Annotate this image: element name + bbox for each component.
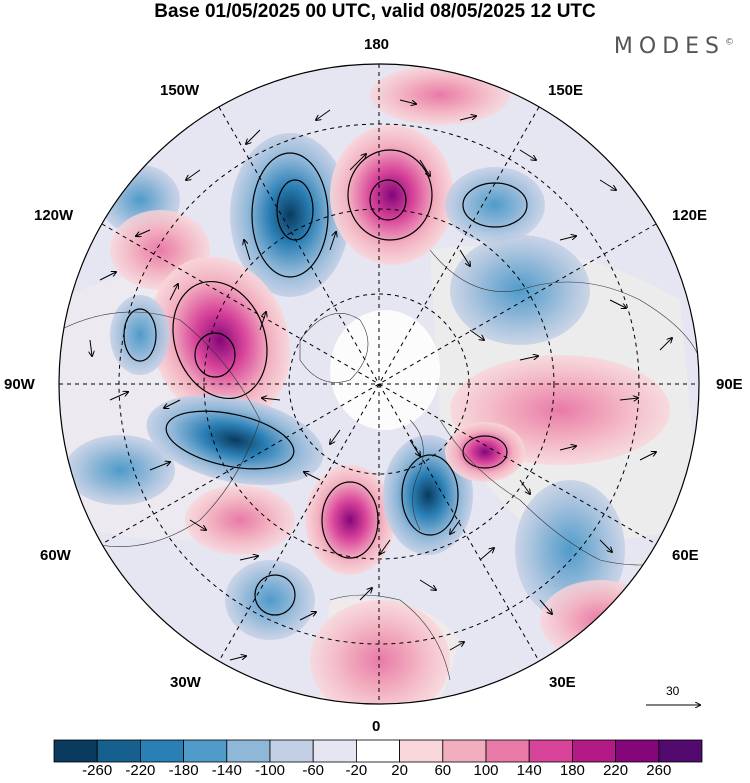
colorbar-tick-label: 180 [559, 762, 585, 779]
brand-mark: © [725, 37, 734, 48]
brand-name: MODES [613, 34, 725, 59]
reference-vector-label: 30 [666, 684, 680, 698]
colorbar-swatch [485, 739, 530, 763]
colorbar-swatch [442, 739, 487, 763]
colorbar [53, 739, 703, 763]
colorbar-swatch [53, 739, 98, 763]
colorbar-swatch [658, 739, 703, 763]
lon-label-0: 0 [372, 718, 381, 735]
colorbar-tick-label: -180 [168, 762, 199, 779]
lon-label-30w: 30W [170, 674, 201, 691]
lon-label-60w: 60W [40, 547, 71, 564]
colorbar-swatch [183, 739, 228, 763]
colorbar-swatch [355, 739, 400, 763]
graticule [59, 64, 699, 704]
colorbar-swatch [399, 739, 444, 763]
colorbar-swatch [572, 739, 617, 763]
colorbar-tick-label: 260 [646, 762, 672, 779]
colorbar-tick-label: -100 [254, 762, 286, 779]
lon-label-120e: 120E [672, 207, 708, 224]
colorbar-swatch [528, 739, 573, 763]
coastlines [59, 249, 699, 681]
lon-label-90w: 90W [4, 376, 35, 393]
colorbar-tick-label: 20 [391, 762, 408, 779]
colorbar-tick-label: 60 [434, 762, 452, 779]
lon-label-30e: 30E [549, 674, 576, 691]
colorbar-tick-label: -20 [345, 762, 368, 779]
lon-label-180: 180 [364, 36, 390, 53]
colorbar-swatch [226, 739, 271, 763]
map-border [58, 63, 700, 705]
colorbar-swatch [139, 739, 184, 763]
lon-label-120w: 120W [34, 207, 74, 224]
lon-label-60e: 60E [672, 547, 699, 564]
colorbar-swatch [269, 739, 314, 763]
brand-logo: MODES© [614, 34, 734, 59]
colorbar-swatch [615, 739, 660, 763]
colorbar-tick-label: -260 [82, 762, 113, 779]
colorbar-tick-label: -60 [302, 762, 325, 779]
lon-label-150e: 150E [548, 82, 584, 99]
lon-label-90e: 90E [716, 376, 743, 393]
colorbar-tick-label: 220 [603, 762, 629, 779]
colorbar-swatch [96, 739, 141, 763]
map-title: Base 01/05/2025 00 UTC, valid 08/05/2025… [154, 1, 596, 22]
colorbar-tick-label: 100 [473, 762, 499, 779]
colorbar-tick-label: -220 [125, 762, 156, 779]
colorbar-tick-label: 140 [516, 762, 542, 779]
colorbar-tick-label: -140 [211, 762, 242, 779]
colorbar-swatch [312, 739, 357, 763]
wind-vectors [90, 99, 672, 681]
lon-label-150w: 150W [160, 82, 200, 99]
